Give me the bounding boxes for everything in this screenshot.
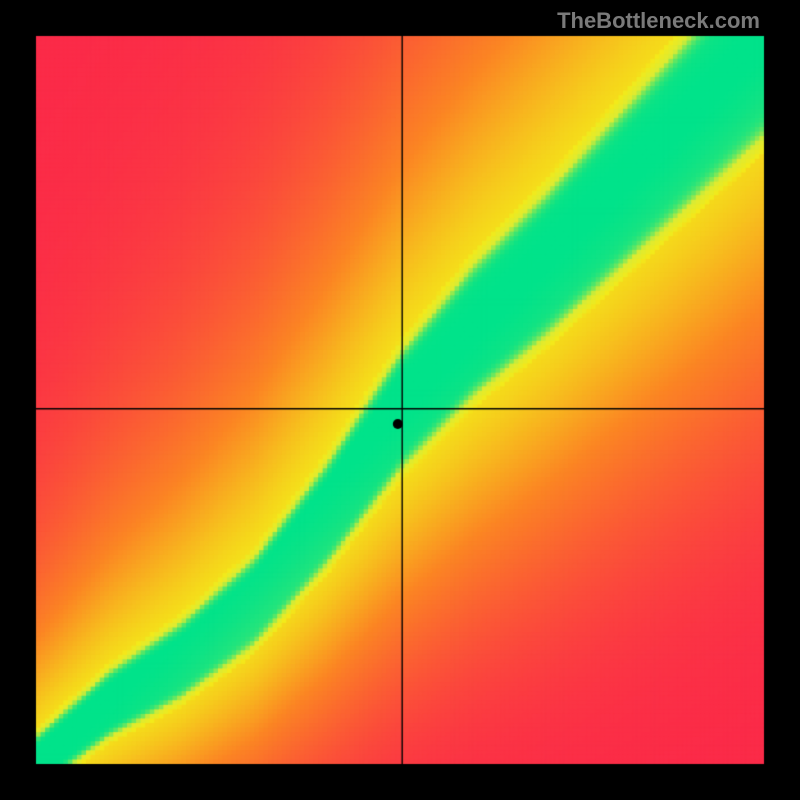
heatmap-chart <box>0 0 800 800</box>
chart-container: TheBottleneck.com <box>0 0 800 800</box>
watermark-text: TheBottleneck.com <box>557 8 760 34</box>
